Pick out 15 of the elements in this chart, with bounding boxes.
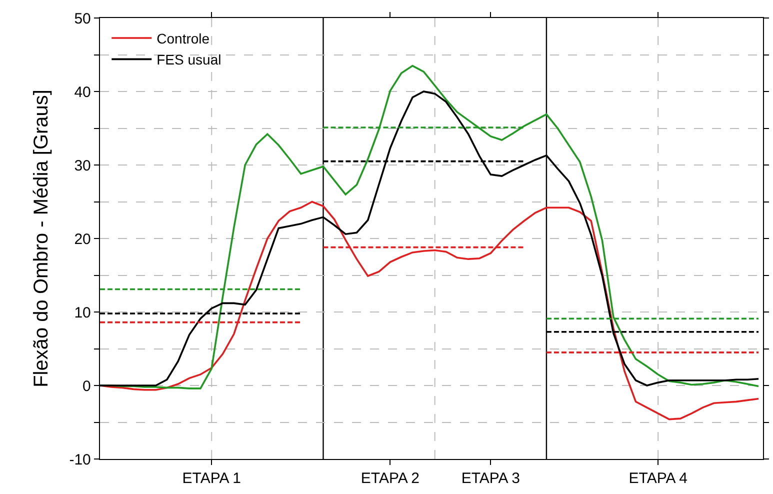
x-tick-label: ETAPA 2 [360,470,420,488]
y-tick-label: 20 [74,230,91,248]
line-series [100,200,760,420]
y-tick-label: 50 [74,10,91,28]
y-tick-label: -10 [69,451,91,468]
x-tick-label: ETAPA 3 [461,470,520,488]
y-tick-label: 0 [82,378,91,395]
y-tick-label: 40 [74,84,91,101]
y-axis-title: Flexão do Ombro - Média [Graus] [30,90,53,388]
legend-label: FES usual [156,52,222,68]
legend-label: Controle [156,30,210,46]
y-tick-label: 30 [74,157,91,174]
x-tick-label: ETAPA 1 [182,470,241,488]
x-tick-label: ETAPA 4 [628,470,688,488]
y-tick-label: 10 [74,304,91,322]
